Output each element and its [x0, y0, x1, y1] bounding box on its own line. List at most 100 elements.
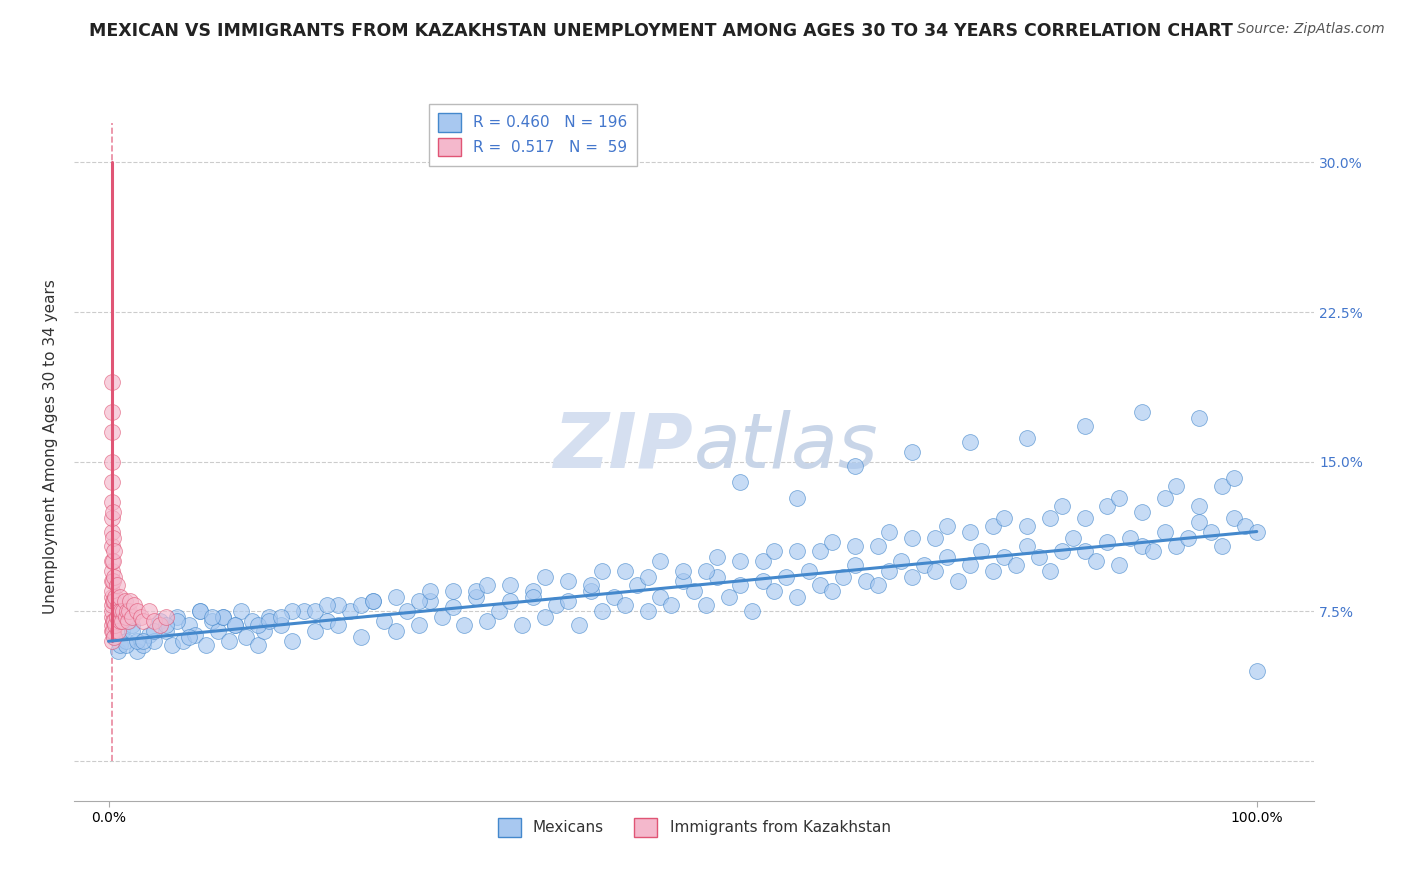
Point: [373, 615, 395, 629]
Point: [786, 544, 808, 558]
Point: [821, 584, 844, 599]
Point: [890, 554, 912, 568]
Point: [499, 594, 522, 608]
Point: [1108, 491, 1130, 505]
Point: [637, 604, 659, 618]
Point: [339, 604, 361, 618]
Point: [1130, 505, 1153, 519]
Point: [190, 604, 212, 618]
Point: [844, 458, 866, 473]
Point: [924, 531, 946, 545]
Point: [103, 615, 125, 629]
Point: [103, 544, 125, 558]
Point: [488, 604, 510, 618]
Point: [101, 574, 124, 589]
Point: [101, 604, 124, 618]
Point: [1188, 515, 1211, 529]
Point: [935, 518, 957, 533]
Point: [1199, 524, 1222, 539]
Point: [1154, 491, 1177, 505]
Point: [866, 539, 889, 553]
Point: [430, 610, 453, 624]
Point: [114, 594, 136, 608]
Point: [1142, 544, 1164, 558]
Point: [108, 604, 131, 618]
Point: [810, 544, 832, 558]
Text: MEXICAN VS IMMIGRANTS FROM KAZAKHSTAN UNEMPLOYMENT AMONG AGES 30 TO 34 YEARS COR: MEXICAN VS IMMIGRANTS FROM KAZAKHSTAN UN…: [89, 22, 1233, 40]
Point: [155, 618, 177, 632]
Point: [101, 624, 124, 639]
Text: atlas: atlas: [695, 409, 879, 483]
Point: [101, 599, 124, 613]
Point: [1062, 531, 1084, 545]
Point: [101, 554, 124, 568]
Point: [695, 599, 717, 613]
Point: [1108, 558, 1130, 573]
Point: [1211, 478, 1233, 492]
Point: [281, 604, 304, 618]
Point: [138, 628, 160, 642]
Point: [143, 634, 166, 648]
Point: [1177, 531, 1199, 545]
Point: [1073, 510, 1095, 524]
Point: [121, 618, 143, 632]
Point: [121, 624, 143, 639]
Point: [107, 624, 129, 639]
Point: [1085, 554, 1108, 568]
Point: [155, 610, 177, 624]
Point: [419, 594, 441, 608]
Point: [1130, 539, 1153, 553]
Point: [101, 375, 124, 389]
Point: [120, 594, 142, 608]
Point: [763, 584, 786, 599]
Point: [408, 594, 430, 608]
Point: [149, 615, 172, 629]
Point: [1166, 478, 1188, 492]
Point: [1188, 499, 1211, 513]
Point: [1073, 544, 1095, 558]
Point: [672, 565, 695, 579]
Point: [104, 618, 127, 632]
Point: [361, 594, 384, 608]
Point: [844, 558, 866, 573]
Point: [786, 491, 808, 505]
Point: [361, 594, 384, 608]
Point: [259, 610, 281, 624]
Point: [252, 624, 274, 639]
Point: [101, 634, 124, 648]
Point: [350, 599, 373, 613]
Point: [166, 615, 188, 629]
Point: [614, 599, 637, 613]
Point: [384, 624, 406, 639]
Point: [103, 630, 125, 644]
Point: [110, 604, 132, 618]
Point: [1017, 539, 1039, 553]
Point: [728, 475, 751, 489]
Point: [1073, 418, 1095, 433]
Point: [108, 591, 131, 605]
Point: [901, 570, 924, 584]
Point: [637, 570, 659, 584]
Point: [101, 584, 124, 599]
Point: [201, 615, 224, 629]
Point: [546, 599, 568, 613]
Point: [465, 591, 488, 605]
Point: [948, 574, 970, 589]
Point: [866, 578, 889, 592]
Point: [477, 615, 499, 629]
Point: [101, 531, 124, 545]
Point: [763, 544, 786, 558]
Point: [107, 599, 129, 613]
Point: [105, 578, 128, 592]
Point: [118, 604, 141, 618]
Point: [879, 565, 901, 579]
Point: [101, 475, 124, 489]
Point: [557, 594, 579, 608]
Point: [728, 578, 751, 592]
Point: [981, 565, 1004, 579]
Point: [591, 604, 613, 618]
Point: [304, 604, 326, 618]
Point: [101, 618, 124, 632]
Point: [603, 591, 626, 605]
Point: [648, 591, 671, 605]
